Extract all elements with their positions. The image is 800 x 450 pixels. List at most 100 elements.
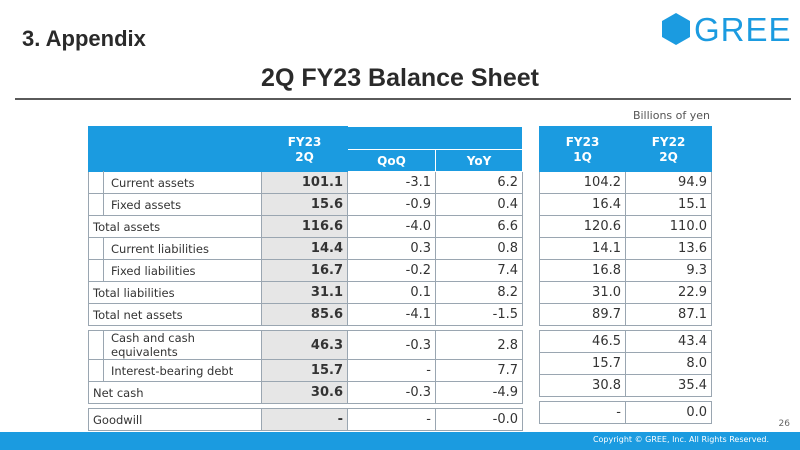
current-value: 46.3 bbox=[261, 330, 348, 360]
table-row: 16.8 9.3 bbox=[539, 259, 712, 282]
logo-text: GREE bbox=[694, 10, 792, 48]
section-title: 3. Appendix bbox=[22, 26, 146, 51]
yoy-value: 7.4 bbox=[435, 259, 523, 282]
table-row: Goodwill - - -0.0 bbox=[88, 408, 523, 431]
prev-year-value: 15.1 bbox=[625, 193, 712, 216]
prev-quarter-value: 14.1 bbox=[539, 237, 626, 260]
table-row: Total liabilities 31.1 0.1 8.2 bbox=[88, 281, 523, 304]
prev-quarter-value: 15.7 bbox=[539, 352, 626, 375]
prev-year-value: 87.1 bbox=[625, 303, 712, 326]
header-blank bbox=[88, 126, 262, 172]
gree-logo: GREE bbox=[661, 12, 792, 46]
prev-year-value: 35.4 bbox=[625, 374, 712, 397]
row-label: Current liabilities bbox=[88, 237, 262, 261]
prev-quarter-value: 104.2 bbox=[539, 171, 626, 194]
row-label: Net cash bbox=[88, 381, 262, 404]
qoq-value: -0.3 bbox=[347, 381, 436, 404]
yoy-value: 8.2 bbox=[435, 281, 523, 304]
table-row: 46.5 43.4 bbox=[539, 330, 712, 353]
header-prev-quarter: FY23 1Q bbox=[539, 126, 626, 172]
current-value: - bbox=[261, 408, 348, 431]
prev-quarter-value: 89.7 bbox=[539, 303, 626, 326]
qoq-value: 0.3 bbox=[347, 237, 436, 260]
balance-sheet-table: FY23 2Q QoQ YoY Current assets 101.1 -3.1 6… bbox=[88, 126, 523, 431]
table-row: Fixed assets 15.6 -0.9 0.4 bbox=[88, 193, 523, 217]
header-prev-q-line2: 1Q bbox=[573, 150, 592, 164]
prev-quarter-value: 16.4 bbox=[539, 193, 626, 216]
current-value: 15.7 bbox=[261, 359, 348, 382]
table-row: 89.7 87.1 bbox=[539, 303, 712, 326]
row-label: Total net assets bbox=[88, 303, 262, 326]
table-row: 15.7 8.0 bbox=[539, 352, 712, 375]
prev-year-value: 43.4 bbox=[625, 330, 712, 353]
title-divider bbox=[15, 98, 791, 100]
row-label: Fixed liabilities bbox=[88, 259, 262, 283]
table-row: 16.4 15.1 bbox=[539, 193, 712, 216]
yoy-value: -1.5 bbox=[435, 303, 523, 326]
table-row: Current liabilities 14.4 0.3 0.8 bbox=[88, 237, 523, 261]
header-prev-year: FY22 2Q bbox=[625, 126, 712, 172]
prev-year-value: 9.3 bbox=[625, 259, 712, 282]
yoy-value: -4.9 bbox=[435, 381, 523, 404]
yoy-value: 2.8 bbox=[435, 330, 523, 360]
prev-quarter-value: 16.8 bbox=[539, 259, 626, 282]
qoq-value: 0.1 bbox=[347, 281, 436, 304]
row-label: Cash and cash equivalents bbox=[88, 330, 262, 361]
table-row: Interest-bearing debt 15.7-7.7 bbox=[88, 359, 523, 383]
prev-quarter-value: 30.8 bbox=[539, 374, 626, 397]
prev-quarter-value: - bbox=[539, 401, 626, 424]
prev-year-value: 94.9 bbox=[625, 171, 712, 194]
current-value: 101.1 bbox=[261, 171, 348, 194]
yoy-value: 0.8 bbox=[435, 237, 523, 260]
current-value: 31.1 bbox=[261, 281, 348, 304]
prev-year-value: 0.0 bbox=[625, 401, 712, 424]
qoq-value: -3.1 bbox=[347, 171, 436, 194]
hexagon-icon bbox=[662, 13, 690, 45]
table-row: 30.8 35.4 bbox=[539, 374, 712, 397]
prev-quarter-value: 31.0 bbox=[539, 281, 626, 304]
row-label: Goodwill bbox=[88, 408, 262, 431]
table-row: -0.0 bbox=[539, 401, 712, 424]
balance-sheet-rows: Current assets 101.1 -3.1 6.2 Fixed assets 15… bbox=[88, 171, 523, 431]
yoy-value: 6.6 bbox=[435, 215, 523, 238]
yoy-value: 6.2 bbox=[435, 171, 523, 194]
table-row: 31.0 22.9 bbox=[539, 281, 712, 304]
comparison-rows: 104.2 94.9 16.4 15.1 120.6 110.0 14.1 13.6 16.8 9… bbox=[539, 171, 712, 424]
prev-quarter-value: 46.5 bbox=[539, 330, 626, 353]
header-current-line1: FY23 bbox=[287, 135, 322, 149]
yoy-value: 0.4 bbox=[435, 193, 523, 216]
header-current-period: FY23 2Q bbox=[261, 126, 348, 172]
prev-year-value: 110.0 bbox=[625, 215, 712, 238]
table-row: Net cash 30.6 -0.3 -4.9 bbox=[88, 381, 523, 404]
prev-year-value: 8.0 bbox=[625, 352, 712, 375]
header-prev-q-line1: FY23 bbox=[565, 135, 600, 149]
qoq-value: -0.3 bbox=[347, 330, 436, 360]
qoq-value: - bbox=[347, 359, 436, 382]
row-label: Total assets bbox=[88, 215, 262, 238]
header-qoq: QoQ bbox=[347, 149, 436, 172]
header-prev-y-line1: FY22 bbox=[651, 135, 686, 149]
header-prev-y-line2: 2Q bbox=[659, 150, 678, 164]
table-row: 120.6 110.0 bbox=[539, 215, 712, 238]
current-value: 15.6 bbox=[261, 193, 348, 216]
table-row: Current assets 101.1 -3.1 6.2 bbox=[88, 171, 523, 195]
qoq-value: -0.2 bbox=[347, 259, 436, 282]
current-value: 85.6 bbox=[261, 303, 348, 326]
prev-year-value: 22.9 bbox=[625, 281, 712, 304]
header-current-line2: 2Q bbox=[295, 150, 314, 164]
yoy-value: 7.7 bbox=[435, 359, 523, 382]
prev-year-value: 13.6 bbox=[625, 237, 712, 260]
page-number: 26 bbox=[778, 419, 790, 429]
table-row: 104.2 94.9 bbox=[539, 171, 712, 194]
table-row: Fixed liabilities 16.7 -0.2 7.4 bbox=[88, 259, 523, 283]
footer-bar: Copyright © GREE, Inc. All Rights Reserv… bbox=[0, 432, 800, 450]
table-row: Total net assets 85.6 -4.1 -1.5 bbox=[88, 303, 523, 326]
row-label: Total liabilities bbox=[88, 281, 262, 304]
unit-label: Billions of yen bbox=[632, 109, 710, 122]
table-row: Cash and cash equivalents 46.3 -0.3 2.8 bbox=[88, 330, 523, 361]
table-row: 14.1 13.6 bbox=[539, 237, 712, 260]
header-yoy: YoY bbox=[435, 149, 523, 172]
qoq-value: - bbox=[347, 408, 436, 431]
current-value: 16.7 bbox=[261, 259, 348, 282]
current-value: 14.4 bbox=[261, 237, 348, 260]
